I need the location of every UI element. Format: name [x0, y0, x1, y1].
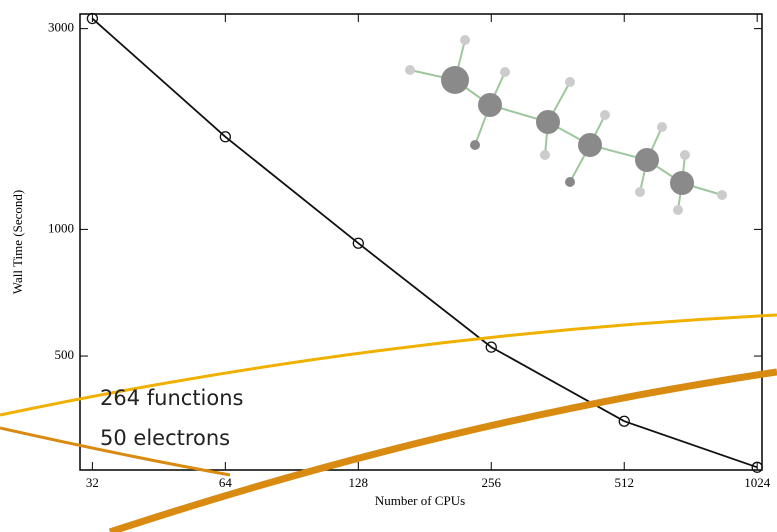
- x-tick-label: 1024: [744, 475, 771, 490]
- y-tick-label: 500: [55, 347, 75, 362]
- y-tick-label: 1000: [48, 220, 74, 235]
- x-tick-label: 64: [219, 475, 233, 490]
- x-tick-label: 32: [86, 475, 99, 490]
- chart: Number of CPUs Wall Time (Second) 32 64 12…: [0, 0, 777, 532]
- annotation: 50 electrons: [100, 426, 230, 450]
- y-axis-label: Wall Time (Second): [10, 190, 25, 294]
- y-tick-label: 3000: [48, 20, 74, 35]
- x-tick-label: 256: [482, 475, 502, 490]
- annotation: 264 functions: [100, 386, 243, 410]
- x-tick-label: 128: [349, 475, 369, 490]
- x-tick-label: 512: [614, 475, 634, 490]
- x-axis-label: Number of CPUs: [375, 493, 465, 508]
